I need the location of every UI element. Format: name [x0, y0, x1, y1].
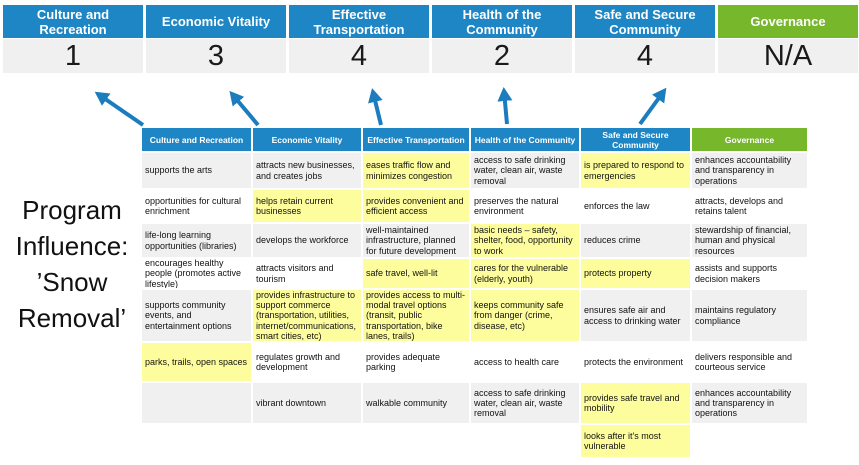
- summary-score: N/A: [718, 39, 858, 73]
- matrix-cell: basic needs – safety, shelter, food, opp…: [471, 224, 579, 257]
- matrix-cell: [363, 425, 469, 457]
- summary-header: Effective Transportation: [289, 5, 429, 38]
- matrix-header: Safe and Secure Community: [581, 128, 690, 151]
- program-influence-label: Program Influence: ’Snow Removal’: [15, 195, 129, 333]
- matrix-cell: helps retain current businesses: [253, 190, 361, 222]
- summary-column: Safe and Secure Community 4: [575, 5, 715, 73]
- matrix-header: Culture and Recreation: [142, 128, 251, 151]
- matrix-cell: attracts new businesses, and creates job…: [253, 153, 361, 188]
- matrix-cell: delivers responsible and courteous servi…: [692, 343, 807, 381]
- summary-table: Culture and Recreation 1 Economic Vitality…: [3, 5, 858, 73]
- matrix-cell: ensures safe air and access to drinking …: [581, 290, 690, 341]
- matrix-cell: provides access to multi-modal travel op…: [363, 290, 469, 341]
- matrix-cell: supports community events, and entertain…: [142, 290, 251, 341]
- matrix-cell: provides safe travel and mobility: [581, 383, 690, 423]
- matrix-cell: enhances accountability and transparency…: [692, 383, 807, 423]
- summary-header: Economic Vitality: [146, 5, 286, 38]
- matrix-cell: provides adequate parking: [363, 343, 469, 381]
- matrix-cell: [142, 425, 251, 457]
- matrix-cell: provides infrastructure to support comme…: [253, 290, 361, 341]
- matrix-cell: regulates growth and development: [253, 343, 361, 381]
- matrix-cell: attracts, develops and retains talent: [692, 190, 807, 222]
- matrix-cell: access to health care: [471, 343, 579, 381]
- matrix-cell: safe travel, well-lit: [363, 259, 469, 288]
- influence-arrows: [94, 87, 667, 127]
- matrix-header: Governance: [692, 128, 807, 151]
- matrix-cell: [253, 425, 361, 457]
- arrow-economic-vitality: [229, 90, 260, 127]
- matrix-cell: looks after it's most vulnerable: [581, 425, 690, 457]
- summary-score: 2: [432, 39, 572, 73]
- arrow-effective-transportation: [368, 88, 383, 126]
- summary-column: Effective Transportation 4: [289, 5, 429, 73]
- matrix-cell: supports the arts: [142, 153, 251, 188]
- matrix-header: Health of the Community: [471, 128, 579, 151]
- summary-score: 4: [289, 39, 429, 73]
- summary-column: Governance N/A: [718, 5, 858, 73]
- summary-score: 3: [146, 39, 286, 73]
- matrix-cell: protects the environment: [581, 343, 690, 381]
- summary-column: Economic Vitality 3: [146, 5, 286, 73]
- matrix-cell: access to safe drinking water, clean air…: [471, 153, 579, 188]
- matrix-cell: access to safe drinking water, clean air…: [471, 383, 579, 423]
- matrix-cell: develops the workforce: [253, 224, 361, 257]
- arrow-health-community: [497, 87, 513, 125]
- summary-header: Safe and Secure Community: [575, 5, 715, 38]
- matrix-cell: well-maintained infrastructure, planned …: [363, 224, 469, 257]
- matrix-cell: opportunities for cultural enrichment: [142, 190, 251, 222]
- matrix-cell: eases traffic flow and minimizes congest…: [363, 153, 469, 188]
- matrix-header: Effective Transportation: [363, 128, 469, 151]
- arrow-culture-recreation: [94, 91, 145, 127]
- matrix-cell: preserves the natural environment: [471, 190, 579, 222]
- matrix-cell: maintains regulatory compliance: [692, 290, 807, 341]
- matrix-cell: cares for the vulnerable (elderly, youth…: [471, 259, 579, 288]
- matrix-cell: keeps community safe from danger (crime,…: [471, 290, 579, 341]
- matrix-header: Economic Vitality: [253, 128, 361, 151]
- summary-header: Culture and Recreation: [3, 5, 143, 38]
- matrix-cell: encourages healthy people (promotes acti…: [142, 259, 251, 288]
- summary-column: Culture and Recreation 1: [3, 5, 143, 73]
- matrix-cell: reduces crime: [581, 224, 690, 257]
- summary-column: Health of the Community 2: [432, 5, 572, 73]
- summary-header: Governance: [718, 5, 858, 38]
- matrix-cell: stewardship of financial, human and phys…: [692, 224, 807, 257]
- matrix-cell: enforces the law: [581, 190, 690, 222]
- matrix-cell: attracts visitors and tourism: [253, 259, 361, 288]
- matrix-cell: provides convenient and efficient access: [363, 190, 469, 222]
- summary-score: 4: [575, 39, 715, 73]
- matrix-cell: [471, 425, 579, 457]
- matrix-cell: protects property: [581, 259, 690, 288]
- summary-header: Health of the Community: [432, 5, 572, 38]
- matrix-cell: enhances accountability and transparency…: [692, 153, 807, 188]
- matrix-cell: parks, trails, open spaces: [142, 343, 251, 381]
- matrix-cell: vibrant downtown: [253, 383, 361, 423]
- matrix-cell: is prepared to respond to emergencies: [581, 153, 690, 188]
- matrix-cell: walkable community: [363, 383, 469, 423]
- matrix-cell: [692, 425, 807, 457]
- matrix-cell: life-long learning opportunities (librar…: [142, 224, 251, 257]
- matrix-cell: [142, 383, 251, 423]
- influence-matrix: Culture and Recreation Economic Vitality E…: [142, 128, 807, 457]
- matrix-cell: assists and supports decision makers: [692, 259, 807, 288]
- summary-score: 1: [3, 39, 143, 73]
- arrow-safe-secure-community: [638, 87, 667, 126]
